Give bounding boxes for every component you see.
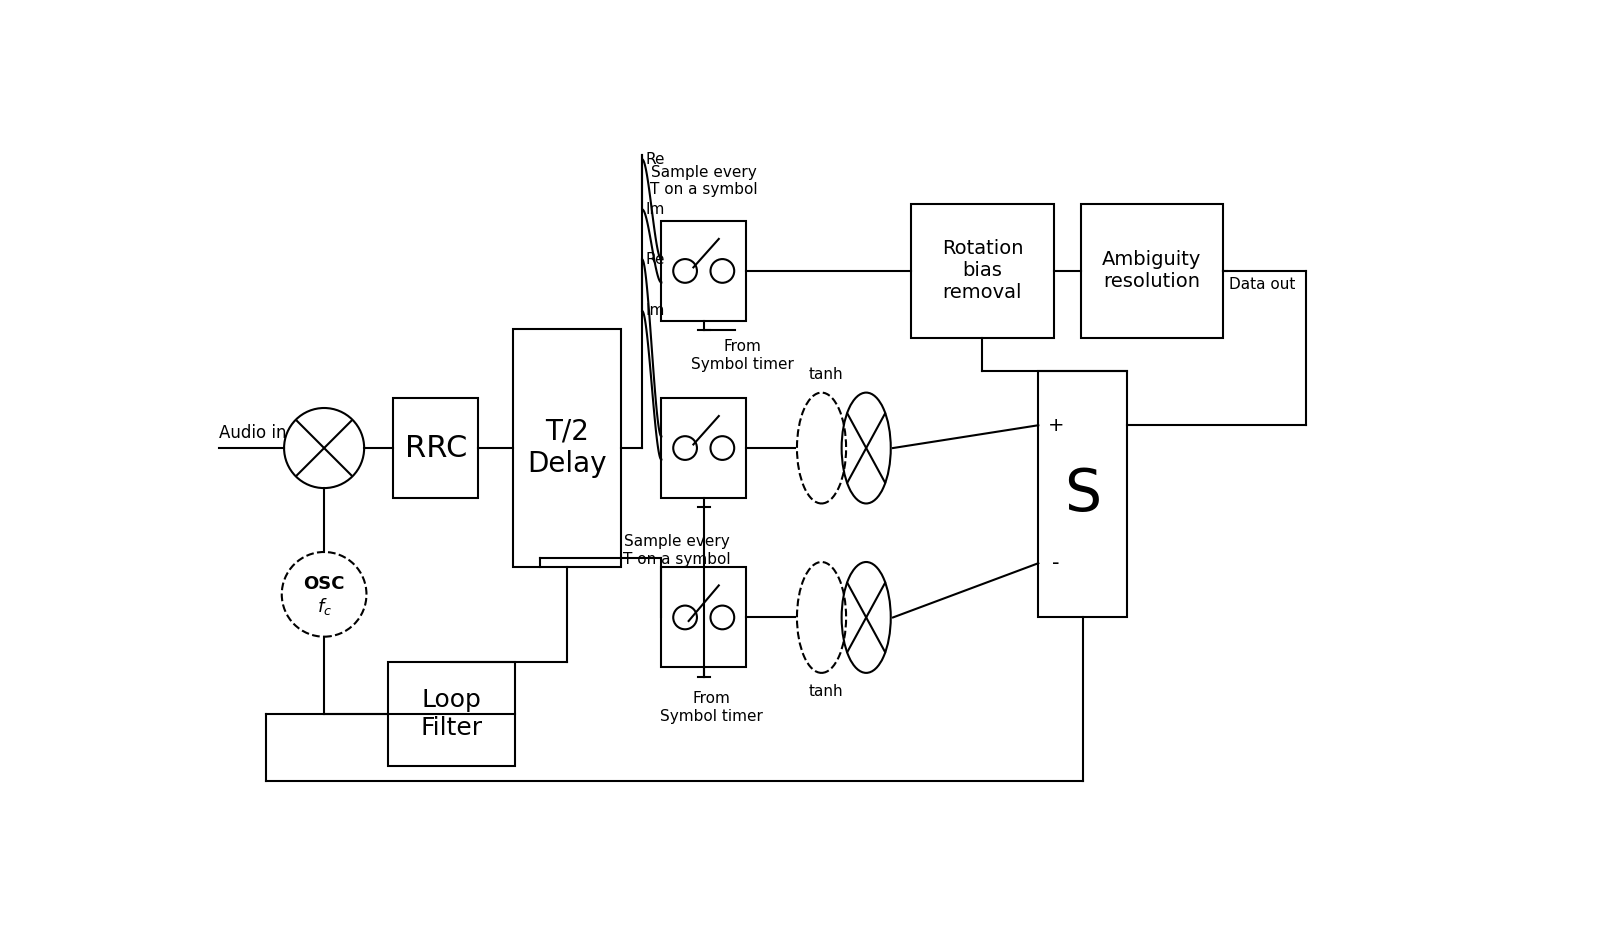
Text: Sample every
T on a symbol: Sample every T on a symbol <box>623 534 730 566</box>
Text: Ambiguity
resolution: Ambiguity resolution <box>1101 251 1201 291</box>
Text: From
Symbol timer: From Symbol timer <box>690 340 793 372</box>
Text: T/2
Delay: T/2 Delay <box>526 417 607 478</box>
Text: $f_c$: $f_c$ <box>316 596 332 617</box>
Text: Im: Im <box>645 202 664 217</box>
Bar <box>512 329 620 567</box>
Text: -: - <box>1051 553 1059 573</box>
Text: S: S <box>1064 466 1101 522</box>
Text: Data out: Data out <box>1228 277 1295 292</box>
Text: Loop
Filter: Loop Filter <box>421 688 481 739</box>
Bar <box>661 221 746 321</box>
Text: Rotation
bias
removal: Rotation bias removal <box>941 240 1022 302</box>
Bar <box>661 398 746 498</box>
Text: RRC: RRC <box>404 433 467 462</box>
Text: Re: Re <box>645 252 664 267</box>
Text: Im: Im <box>645 303 664 318</box>
Text: Sample every
T on a symbol: Sample every T on a symbol <box>650 165 758 197</box>
Text: tanh: tanh <box>809 683 843 698</box>
Bar <box>1038 371 1127 618</box>
Text: +: + <box>1046 416 1064 434</box>
Bar <box>387 662 514 766</box>
Text: Re: Re <box>645 152 664 167</box>
Bar <box>910 203 1053 338</box>
Text: OSC: OSC <box>303 575 345 592</box>
Bar <box>661 567 746 667</box>
Text: Audio in: Audio in <box>218 424 286 442</box>
Bar <box>1080 203 1223 338</box>
Bar <box>393 398 478 498</box>
Text: From
Symbol timer: From Symbol timer <box>660 692 762 724</box>
Text: tanh: tanh <box>809 367 843 382</box>
